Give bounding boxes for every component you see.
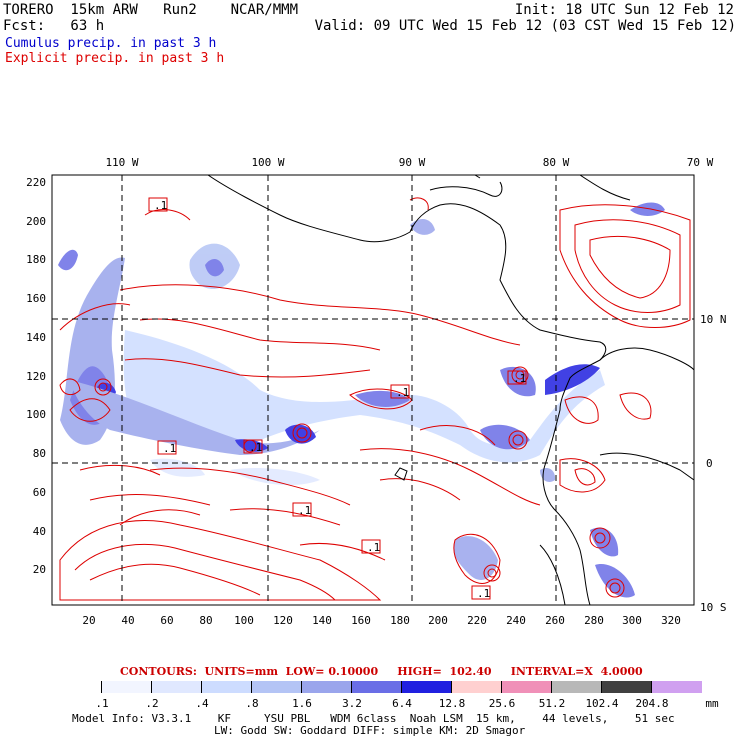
legend-cumulus: Cumulus precip. in past 3 h <box>5 36 217 51</box>
x-tick: 120 <box>273 614 293 627</box>
x-tick: 180 <box>390 614 410 627</box>
y-tick: 120 <box>26 370 46 383</box>
colorbar-tick-label: .1 <box>95 697 109 710</box>
colorbar-tick-label: .2 <box>145 697 159 710</box>
x-tick: 60 <box>160 614 173 627</box>
colorbar-swatch <box>552 681 602 693</box>
x-tick: 140 <box>312 614 332 627</box>
y-tick: 140 <box>26 331 46 344</box>
colorbar-swatch <box>302 681 352 693</box>
lon-label-110w: 110 W <box>105 156 138 169</box>
cell-label: .1 <box>154 199 167 212</box>
colorbar-swatch <box>352 681 402 693</box>
latitude-labels: 10 N 0 10 S <box>700 313 727 614</box>
cell-label: .1 <box>367 541 380 554</box>
cumulus-precip-field <box>58 202 665 598</box>
cell-label: .1 <box>396 386 409 399</box>
colorbar-swatch <box>202 681 252 693</box>
colorbar-tick-label: 3.2 <box>342 697 362 710</box>
colorbar <box>52 681 702 693</box>
legend-explicit: Explicit precip. in past 3 h <box>5 51 225 66</box>
x-tick: 20 <box>82 614 95 627</box>
colorbar-swatch <box>502 681 552 693</box>
lon-label-80w: 80 W <box>543 156 570 169</box>
x-tick: 260 <box>545 614 565 627</box>
colorbar-tick-label: 51.2 <box>538 697 566 710</box>
cell-label: .1 <box>249 441 262 454</box>
colorbar-tick-label: 1.6 <box>292 697 312 710</box>
colorbar-swatch <box>402 681 452 693</box>
colorbar-tick-label: 6.4 <box>392 697 412 710</box>
colorbar-tick-label: 12.8 <box>438 697 466 710</box>
valid-time: Valid: 09 UTC Wed 15 Feb 12 (03 CST Wed … <box>314 18 736 34</box>
colorbar-tick-label: 102.4 <box>585 697 619 710</box>
x-tick: 240 <box>506 614 526 627</box>
x-tick: 160 <box>351 614 371 627</box>
y-tick: 180 <box>26 253 46 266</box>
colorbar-swatch <box>452 681 502 693</box>
cell-label: .1 <box>477 587 490 600</box>
map-frame <box>51 174 695 606</box>
lon-label-90w: 90 W <box>399 156 426 169</box>
y-tick: 200 <box>26 215 46 228</box>
local-value-boxes <box>148 197 527 600</box>
forecast-hour: Fcst: 63 h <box>3 18 105 34</box>
longitude-labels: 110 W 100 W 90 W 80 W 70 W <box>105 156 713 169</box>
y-index-ticks: 220 200 180 160 140 120 100 80 60 40 20 <box>26 176 46 576</box>
colorbar-tick-label: 25.6 <box>488 697 516 710</box>
local-value-labels: .1 .1 .1 .1 .1 .1 .1 .1 <box>154 199 526 600</box>
colorbar-swatch <box>252 681 302 693</box>
y-tick: 60 <box>33 486 46 499</box>
contour-info: CONTOURS: UNITS=mm LOW= 0.10000 HIGH= 10… <box>120 665 643 678</box>
coastlines <box>207 175 694 605</box>
x-tick: 220 <box>467 614 487 627</box>
colorbar-tick-label: 204.8 <box>635 697 669 710</box>
lat-lon-grid <box>52 175 694 605</box>
explicit-precip-contours <box>59 197 691 601</box>
cell-label: .1 <box>513 372 526 385</box>
y-tick: 40 <box>33 525 46 538</box>
colorbar-swatch <box>102 681 152 693</box>
colorbar-swatch <box>152 681 202 693</box>
x-tick: 200 <box>428 614 448 627</box>
y-tick: 220 <box>26 176 46 189</box>
x-tick: 280 <box>584 614 604 627</box>
x-tick: 320 <box>661 614 681 627</box>
x-tick: 80 <box>199 614 212 627</box>
x-index-ticks: 20 40 60 80 100 120 140 160 180 200 220 … <box>82 614 681 627</box>
lat-label-10n: 10 N <box>700 313 727 326</box>
colorbar-swatch <box>652 681 702 693</box>
y-tick: 160 <box>26 292 46 305</box>
y-tick: 80 <box>33 447 46 460</box>
lat-label-10s: 10 S <box>700 601 727 614</box>
model-run-title: TORERO 15km ARW Run2 NCAR/MMM <box>3 2 299 18</box>
y-tick: 20 <box>33 563 46 576</box>
colorbar-swatch <box>52 681 102 693</box>
y-tick: 100 <box>26 408 46 421</box>
x-tick: 300 <box>622 614 642 627</box>
colorbar-unit: mm <box>705 697 719 710</box>
colorbar-tick-label: .8 <box>245 697 259 710</box>
model-physics: LW: Godd SW: Goddard DIFF: simple KM: 2D… <box>214 724 526 737</box>
model-info: Model Info: V3.3.1 KF YSU PBL WDM 6class… <box>72 712 675 725</box>
colorbar-tick-label: .4 <box>195 697 209 710</box>
x-tick: 100 <box>234 614 254 627</box>
lon-label-70w: 70 W <box>687 156 714 169</box>
cell-label: .1 <box>163 442 176 455</box>
lat-label-0: 0 <box>706 457 713 470</box>
init-time: Init: 18 UTC Sun 12 Feb 12 <box>514 2 734 18</box>
colorbar-swatch <box>602 681 652 693</box>
x-tick: 40 <box>121 614 134 627</box>
lon-label-100w: 100 W <box>251 156 284 169</box>
cell-label: .1 <box>298 504 311 517</box>
